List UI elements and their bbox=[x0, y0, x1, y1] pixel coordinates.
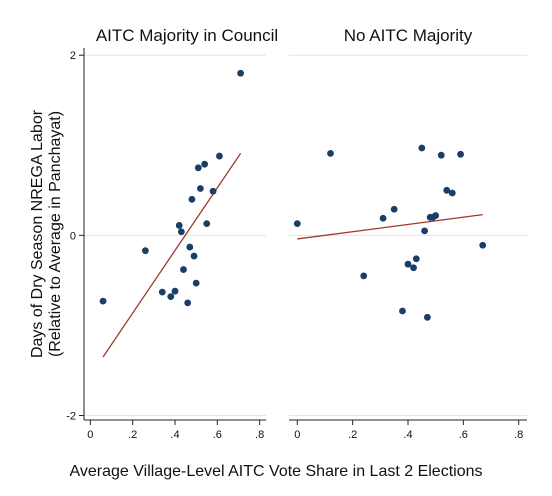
data-point bbox=[379, 214, 387, 222]
data-point bbox=[418, 144, 426, 152]
data-point bbox=[404, 260, 412, 268]
x-tick-label: .2 bbox=[348, 429, 357, 441]
data-point bbox=[141, 247, 149, 255]
x-tick-label: .6 bbox=[459, 429, 468, 441]
x-tick-label: 0 bbox=[87, 429, 93, 441]
data-point bbox=[479, 241, 487, 249]
data-point bbox=[421, 227, 429, 235]
panel-aitc-majority: AITC Majority in Council 0 .2 .4 .6 .8 2 0 -2 bbox=[66, 26, 278, 441]
data-point bbox=[399, 307, 406, 315]
data-point bbox=[443, 186, 451, 194]
data-point bbox=[194, 164, 202, 172]
data-point bbox=[177, 228, 185, 236]
data-point bbox=[410, 264, 417, 272]
data-point bbox=[186, 243, 194, 251]
data-point bbox=[167, 293, 175, 301]
x-tick-label: .4 bbox=[403, 429, 412, 441]
data-point bbox=[201, 160, 209, 168]
data-point bbox=[448, 189, 456, 197]
data-point bbox=[158, 288, 166, 296]
data-point bbox=[432, 212, 440, 219]
data-point bbox=[412, 255, 420, 263]
data-point bbox=[457, 150, 464, 158]
fit-line bbox=[297, 213, 483, 240]
panel-title-aitc-majority: AITC Majority in Council bbox=[96, 26, 278, 45]
data-point bbox=[99, 297, 107, 305]
data-point bbox=[327, 149, 334, 157]
data-point bbox=[360, 272, 368, 280]
data-point bbox=[437, 151, 445, 159]
data-point bbox=[188, 195, 196, 203]
x-tick-label: .8 bbox=[255, 429, 264, 441]
panel-title-no-aitc-majority: No AITC Majority bbox=[344, 26, 473, 45]
data-point bbox=[175, 222, 183, 229]
data-point bbox=[293, 220, 301, 228]
x-tick-label: 0 bbox=[294, 429, 300, 441]
y-tick-label: 2 bbox=[70, 50, 76, 62]
data-point bbox=[237, 69, 245, 77]
panel-no-aitc-majority: No AITC Majority 0 .2 .4 .6 .8 bbox=[289, 26, 527, 441]
y-tick-label: -2 bbox=[66, 410, 76, 422]
y-axis-title-line-2: (Relative to Average in Panchayat) bbox=[47, 111, 64, 357]
data-point bbox=[196, 185, 204, 192]
data-point bbox=[192, 279, 200, 287]
y-axis-title-line-1: Days of Dry Season NREGA Labor bbox=[29, 109, 46, 358]
x-tick-label: .6 bbox=[213, 429, 222, 441]
data-point bbox=[216, 152, 223, 160]
x-tick-label: .4 bbox=[170, 429, 179, 441]
data-point bbox=[390, 205, 398, 213]
data-point bbox=[180, 266, 187, 273]
data-point bbox=[423, 313, 431, 321]
data-point bbox=[209, 187, 217, 195]
x-axis-title: Average Village-Level AITC Vote Share in… bbox=[70, 463, 483, 480]
data-point bbox=[184, 299, 192, 307]
data-point bbox=[190, 252, 198, 260]
x-tick-label: .2 bbox=[128, 429, 137, 441]
y-tick-label: 0 bbox=[70, 230, 76, 242]
x-tick-label: .8 bbox=[514, 429, 523, 441]
y-axis-title: Days of Dry Season NREGA Labor (Relative… bbox=[29, 109, 64, 358]
data-point bbox=[203, 220, 211, 228]
data-point bbox=[171, 287, 179, 295]
fit-line bbox=[102, 153, 242, 358]
